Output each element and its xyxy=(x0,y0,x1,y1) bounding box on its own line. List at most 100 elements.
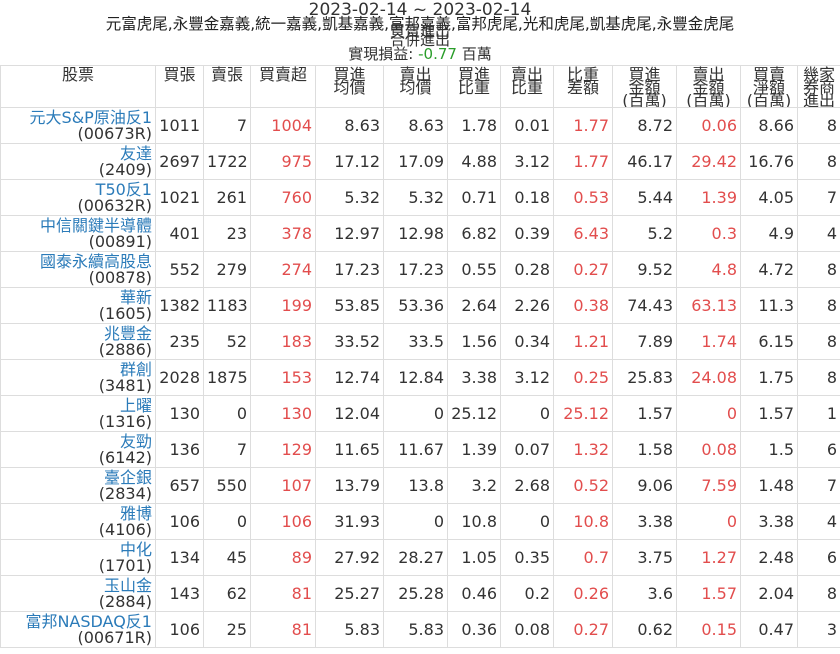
value-cell: 6.82 xyxy=(447,215,501,252)
value-cell: 10.8 xyxy=(447,503,501,540)
value-cell: 28.27 xyxy=(383,539,448,576)
pnl-value: -0.77 xyxy=(418,45,457,63)
value-cell: 24.08 xyxy=(676,359,741,396)
column-header[interactable]: 買賣超 xyxy=(250,65,316,108)
stock-name[interactable]: 臺企銀 xyxy=(103,467,152,487)
row: 國泰永續高股息 (00878) 552 279 274 17.23 17.23 0.55 0.2… xyxy=(0,251,840,288)
column-header[interactable]: 賣出 金額 (百萬) xyxy=(676,65,741,108)
value-cell: 378 xyxy=(250,215,316,252)
value-cell: 7 xyxy=(203,107,251,144)
value-cell: 6.15 xyxy=(740,323,798,360)
header: 2023-02-14 ~ 2023-02-14 元富虎尾,永豐金嘉義,統一嘉義,… xyxy=(0,0,840,65)
column-header[interactable]: 買進 均價 xyxy=(315,65,384,108)
stock-name[interactable]: 國泰永續高股息 xyxy=(39,251,152,271)
header-text: 金額 xyxy=(628,78,661,97)
value-cell: 2.64 xyxy=(447,287,501,324)
column-header[interactable]: 買張 xyxy=(155,65,204,108)
stock-name[interactable]: 上曜 xyxy=(119,395,152,415)
stock-name[interactable]: 玉山金 xyxy=(103,575,152,595)
value-cell: 0 xyxy=(383,503,448,540)
stock-name[interactable]: 富邦NASDAQ反1 xyxy=(25,611,152,631)
value-cell: 33.5 xyxy=(383,323,448,360)
value-cell: 8 xyxy=(797,143,840,180)
header-text: 買進 xyxy=(333,65,366,84)
value-cell: 1 xyxy=(797,395,840,432)
value-cell: 8 xyxy=(797,107,840,144)
value-cell: 62 xyxy=(203,575,251,612)
header-text: 買進 xyxy=(628,65,661,84)
column-header[interactable]: 買進 比重 xyxy=(447,65,501,108)
stock-cell: 兆豐金 (2886) xyxy=(0,323,156,360)
stock-name[interactable]: 友勁 xyxy=(119,431,152,451)
value-cell: 3.2 xyxy=(447,467,501,504)
column-header[interactable]: 股票 xyxy=(0,65,156,108)
value-cell: 6.43 xyxy=(553,215,613,252)
header-text: 買張 xyxy=(163,65,196,84)
stock-name[interactable]: T50反1 xyxy=(95,179,152,199)
value-cell: 0.71 xyxy=(447,179,501,216)
row: 玉山金 (2884) 143 62 81 25.27 25.28 0.46 0.2 0.26 3.6… xyxy=(0,575,840,612)
stock-name[interactable]: 友達 xyxy=(119,143,152,163)
column-header[interactable]: 賣張 xyxy=(203,65,251,108)
stock-name[interactable]: 雅博 xyxy=(119,503,152,523)
value-cell: 4.05 xyxy=(740,179,798,216)
value-cell: 5.32 xyxy=(383,179,448,216)
value-cell: 2.68 xyxy=(500,467,554,504)
row: 元大S&P原油反1 (00673R) 1011 7 1004 8.63 8.63 1.78 0.… xyxy=(0,107,840,144)
subtitle: 合併進出 xyxy=(389,31,450,49)
value-cell: 25.28 xyxy=(383,575,448,612)
column-header[interactable]: 賣出 均價 xyxy=(383,65,448,108)
value-cell: 5.32 xyxy=(315,179,384,216)
value-cell: 3.38 xyxy=(740,503,798,540)
value-cell: 0.26 xyxy=(553,575,613,612)
value-cell: 1.78 xyxy=(447,107,501,144)
stock-name[interactable]: 兆豐金 xyxy=(103,323,152,343)
value-cell: 8.72 xyxy=(612,107,677,144)
stock-name[interactable]: 中信關鍵半導體 xyxy=(39,215,152,235)
value-cell: 1875 xyxy=(203,359,251,396)
stock-code: (00878) xyxy=(88,267,152,287)
pnl: 實現損益: -0.77 百萬 xyxy=(0,44,840,64)
value-cell: 0.38 xyxy=(553,287,613,324)
header-text: 淨額 xyxy=(752,78,785,97)
value-cell: 0.15 xyxy=(676,611,741,648)
value-cell: 0.46 xyxy=(447,575,501,612)
stock-name[interactable]: 中化 xyxy=(119,539,152,559)
value-cell: 106 xyxy=(155,503,204,540)
value-cell: 5.83 xyxy=(383,611,448,648)
value-cell: 16.76 xyxy=(740,143,798,180)
stock-cell: 富邦NASDAQ反1 (00671R) xyxy=(0,611,156,648)
header-text: 均價 xyxy=(333,78,366,97)
value-cell: 136 xyxy=(155,431,204,468)
value-cell: 0.36 xyxy=(447,611,501,648)
value-cell: 29.42 xyxy=(676,143,741,180)
header-text: 比重 xyxy=(457,78,490,97)
value-cell: 0 xyxy=(383,395,448,432)
value-cell: 4 xyxy=(797,503,840,540)
stock-name[interactable]: 華新 xyxy=(119,287,152,307)
value-cell: 0.39 xyxy=(500,215,554,252)
header-text: 買賣超 xyxy=(258,65,307,84)
column-header[interactable]: 比重 差額 xyxy=(553,65,613,108)
value-cell: 1011 xyxy=(155,107,204,144)
column-header[interactable]: 幾家 券商 進出 xyxy=(797,65,840,108)
stock-name[interactable]: 群創 xyxy=(119,359,152,379)
header-text: 賣出 xyxy=(692,65,725,84)
row: 上曜 (1316) 130 0 130 12.04 0 25.12 0 25.12 1.57 0 1.5… xyxy=(0,395,840,432)
header-text: (百萬) xyxy=(622,91,667,108)
column-header[interactable]: 賣出 比重 xyxy=(500,65,554,108)
header-text: 比重 xyxy=(566,65,599,84)
value-cell: 2028 xyxy=(155,359,204,396)
stock-name[interactable]: 元大S&P原油反1 xyxy=(29,107,152,127)
value-cell: 0 xyxy=(676,395,741,432)
column-header[interactable]: 買賣 淨額 (百萬) xyxy=(740,65,798,108)
stock-code: (3481) xyxy=(98,375,152,395)
stock-cell: 中化 (1701) xyxy=(0,539,156,576)
column-header[interactable]: 買進 金額 (百萬) xyxy=(612,65,677,108)
value-cell: 10.8 xyxy=(553,503,613,540)
stock-code: (00671R) xyxy=(77,627,153,647)
value-cell: 107 xyxy=(250,467,316,504)
value-cell: 12.84 xyxy=(383,359,448,396)
stock-cell: 友達 (2409) xyxy=(0,143,156,180)
subtitle: 買賣進出 xyxy=(389,22,450,40)
